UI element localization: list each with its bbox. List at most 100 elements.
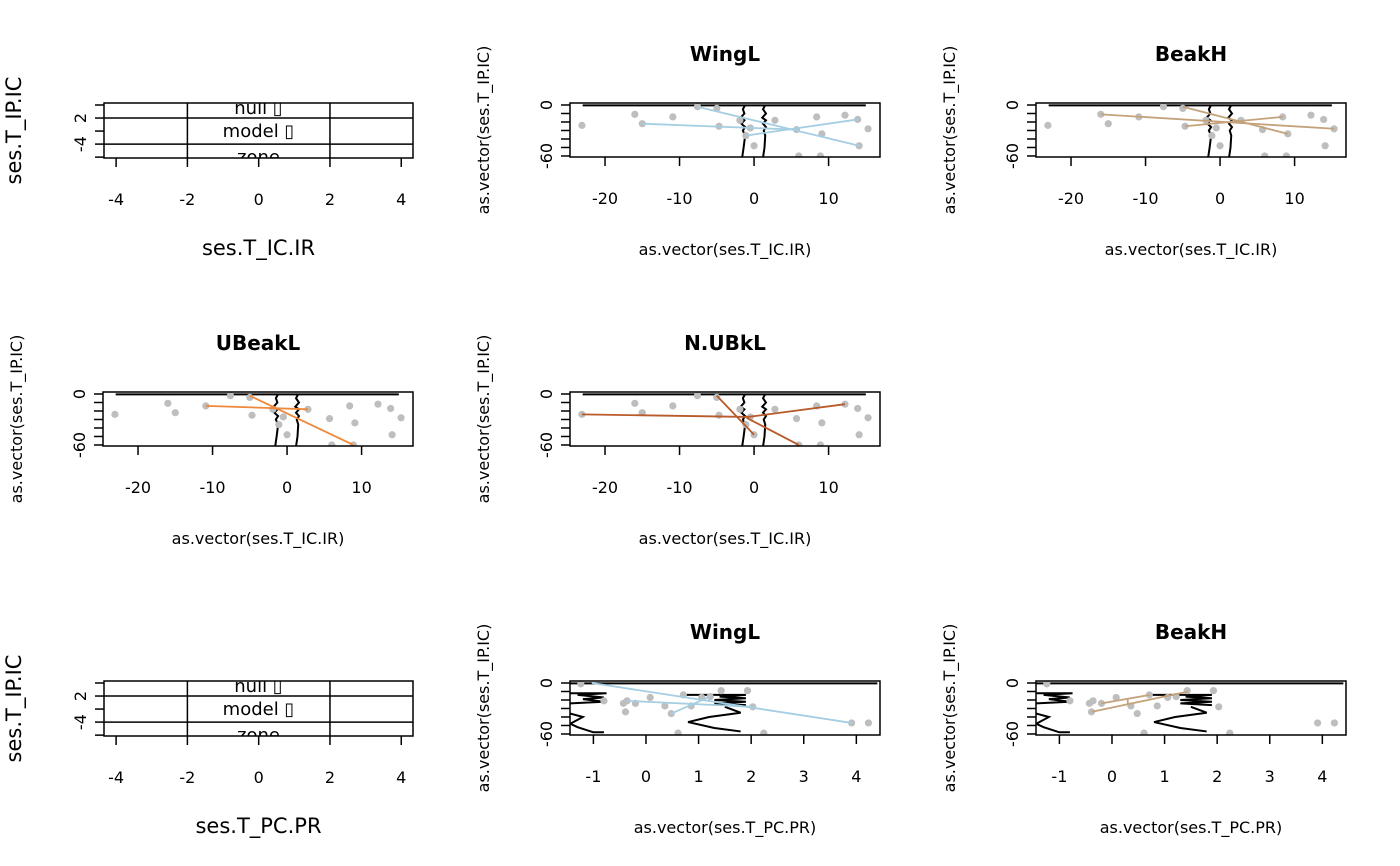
data-point (1159, 103, 1168, 111)
data-point (1261, 152, 1269, 157)
y-axis-label: ses.T_IP.IC (2, 655, 27, 763)
y-axis-label: as.vector(ses.T_IP.IC) (7, 335, 27, 504)
x-tick-label: 0 (282, 478, 292, 497)
reference-line (739, 393, 747, 446)
x-axis-label: as.vector(ses.T_PC.PR) (634, 818, 817, 838)
panel-title: UBeakL (216, 331, 301, 355)
data-point (771, 405, 779, 413)
panel-title: BeakH (1155, 42, 1227, 66)
y-tick-label: 2 (71, 691, 90, 701)
x-tick-label: 0 (254, 190, 264, 209)
data-point (715, 411, 723, 419)
data-point (577, 681, 585, 688)
data-point (1321, 142, 1329, 150)
x-tick-label: 1 (1159, 767, 1169, 786)
reference-line (1226, 104, 1234, 157)
legend-entry: null ▯ (234, 676, 282, 697)
x-tick-label: 10 (818, 478, 838, 497)
plot-area (578, 103, 872, 157)
x-tick-label: 2 (325, 768, 335, 787)
data-point (750, 142, 758, 150)
data-point (1104, 120, 1112, 128)
x-tick-label: -20 (125, 478, 151, 497)
series-line (1184, 115, 1283, 128)
x-axis-label: as.vector(ses.T_IC.IR) (639, 240, 812, 260)
data-point (1212, 124, 1220, 132)
data-point (742, 420, 750, 429)
plot-area (111, 392, 405, 446)
panel-nubkl-4: -20 -10 0 10 0 -60 N.UBkL as.vector(ses.T_IC.IR… (474, 331, 881, 549)
legend-entry: zone (237, 147, 280, 168)
data-point (795, 152, 803, 157)
panel-wingl-6: -1 0 1 2 3 4 0 -60 WingL as.vector(ses.T_PC.PR) as… (474, 620, 881, 838)
reference-line (760, 104, 768, 157)
x-tick-label: -1 (585, 767, 601, 786)
x-axis-label: as.vector(ses.T_IC.IR) (172, 529, 345, 549)
panel-wingl-1: -20 -10 0 10 0 -60 WingL as.vector(ses.T_IC.IR)… (474, 42, 881, 260)
plot-frame (569, 391, 881, 447)
x-axis-label: ses.T_PC.PR (195, 814, 321, 839)
reference-line (293, 393, 301, 446)
x-tick-label: -4 (108, 768, 124, 787)
data-point (864, 125, 872, 133)
panel-legend-5: null ▯model ▯ zone -4 -2 0 2 4 2 -4 ses.T_PC.PR se… (2, 655, 414, 839)
series-line (1101, 694, 1151, 705)
y-tick-label: -60 (537, 432, 556, 458)
x-tick-label: -20 (592, 478, 618, 497)
data-point (693, 392, 702, 400)
data-point (578, 410, 586, 418)
x-tick-label: -10 (666, 189, 692, 208)
data-point (351, 419, 359, 427)
reference-line (570, 712, 604, 734)
plot-frame (569, 102, 881, 158)
data-point (1044, 121, 1052, 129)
x-tick-label: 3 (1265, 767, 1275, 786)
data-point (1215, 703, 1223, 711)
data-point (631, 399, 639, 407)
data-point (693, 103, 702, 111)
data-point (841, 400, 849, 408)
x-tick-label: -10 (1132, 189, 1158, 208)
legend-entry: model ▯ (223, 699, 295, 720)
data-point (397, 414, 405, 422)
series-line (591, 682, 852, 724)
y-tick-label: -60 (537, 143, 556, 169)
x-axis-label: ses.T_IC.IR (202, 236, 315, 261)
data-point (792, 415, 801, 423)
x-tick-label: -20 (1058, 189, 1084, 208)
data-point (816, 152, 824, 157)
data-point (1209, 687, 1218, 695)
series-line (745, 118, 858, 137)
x-tick-label: 3 (799, 767, 809, 786)
y-tick-label: -60 (1003, 721, 1022, 747)
data-point (667, 709, 675, 718)
reference-line (1153, 705, 1207, 733)
data-point (202, 402, 210, 410)
data-point (646, 693, 654, 702)
y-tick-label: 0 (537, 389, 556, 399)
plot-area: null ▯model ▯ zone (104, 676, 413, 736)
data-point (841, 111, 849, 119)
data-point (346, 402, 354, 410)
x-tick-label: -10 (666, 478, 692, 497)
data-point (1320, 115, 1328, 124)
data-point (713, 393, 721, 401)
data-point (1089, 697, 1097, 705)
data-point (1097, 110, 1105, 118)
series-line (249, 394, 354, 446)
y-tick-label: 2 (71, 113, 90, 123)
data-point (1216, 142, 1224, 150)
data-point (1330, 719, 1339, 727)
series-line (627, 699, 753, 708)
data-point (855, 431, 863, 439)
y-tick-label: 0 (70, 389, 89, 399)
series-line (581, 413, 749, 418)
data-point (813, 113, 821, 121)
data-point (1181, 122, 1189, 130)
data-point (1307, 111, 1315, 119)
data-point (1140, 729, 1148, 735)
plot-frame (569, 680, 881, 736)
reference-line (1036, 712, 1070, 734)
y-tick-label: -4 (71, 136, 90, 152)
